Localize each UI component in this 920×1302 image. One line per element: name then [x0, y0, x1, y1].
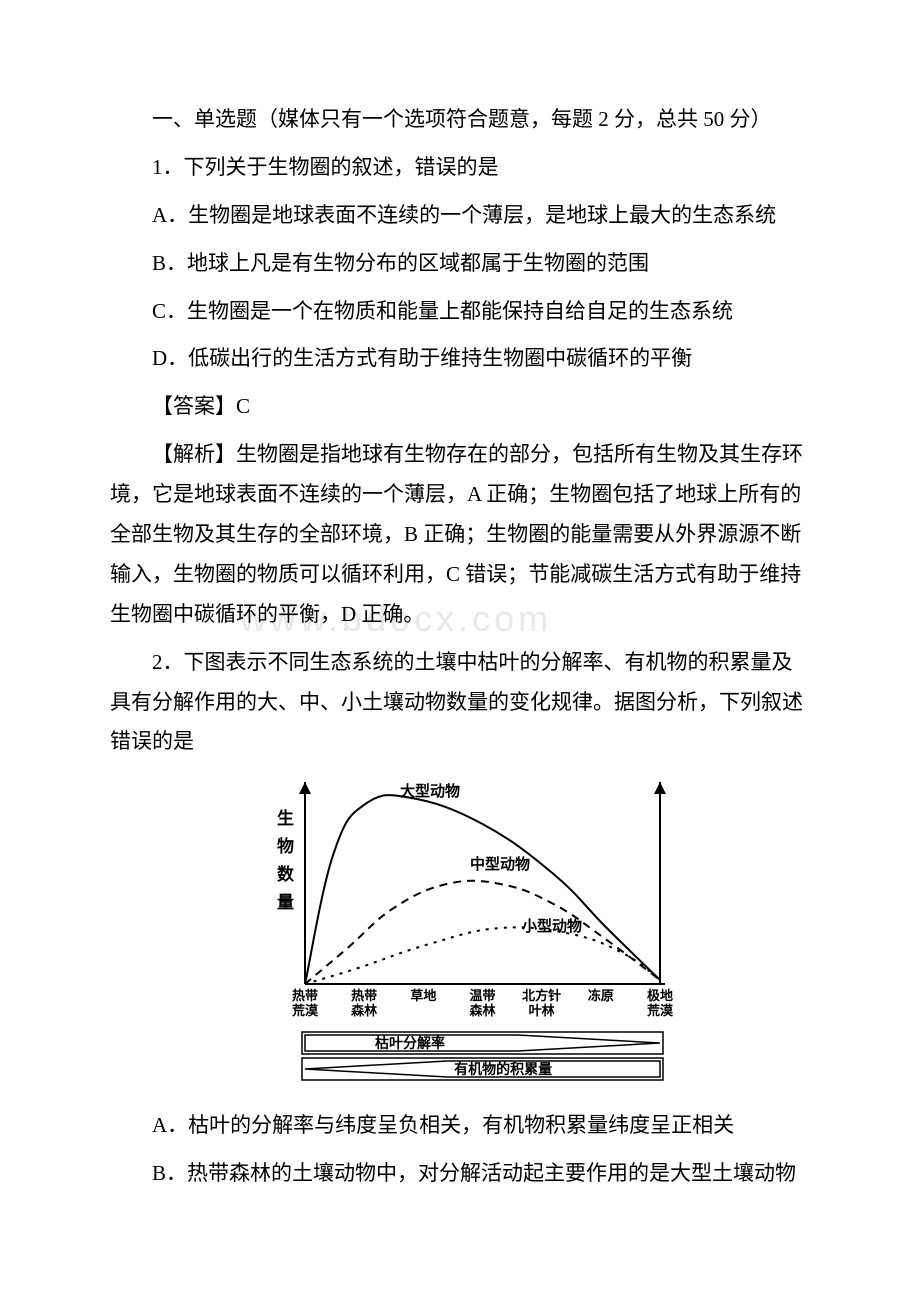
svg-text:北方针: 北方针 [522, 988, 561, 1003]
section-heading: 一、单选题（媒体只有一个选项符合题意，每题 2 分，总共 50 分） [110, 100, 810, 140]
svg-text:有机物的积累量: 有机物的积累量 [454, 1061, 552, 1078]
svg-text:热带: 热带 [351, 988, 377, 1003]
svg-text:叶林: 叶林 [529, 1003, 555, 1018]
q2-chart: 生物数量大型动物中型动物小型动物热带荒漠热带森林草地温带森林北方针叶林冻原极地荒… [250, 774, 810, 1094]
svg-text:小型动物: 小型动物 [522, 917, 582, 935]
svg-text:中型动物: 中型动物 [470, 855, 530, 873]
svg-text:荒漠: 荒漠 [646, 1003, 674, 1018]
svg-text:森林: 森林 [469, 1003, 495, 1018]
svg-text:草地: 草地 [410, 988, 436, 1003]
q1-option-d: D．低碳出行的生活方式有助于维持生物圈中碳循环的平衡 [110, 339, 810, 379]
svg-text:荒漠: 荒漠 [291, 1003, 319, 1018]
svg-text:枯叶分解率: 枯叶分解率 [375, 1035, 445, 1052]
svg-text:温带: 温带 [469, 988, 495, 1003]
svg-text:极地: 极地 [647, 988, 673, 1003]
q1-option-c: C．生物圈是一个在物质和能量上都能保持自给自足的生态系统 [110, 292, 810, 332]
q1-option-b: B．地球上凡是有生物分布的区域都属于生物圈的范围 [110, 244, 810, 284]
svg-text:物: 物 [277, 836, 294, 856]
q1-answer: 【答案】C [110, 387, 810, 427]
svg-text:数: 数 [277, 864, 295, 884]
ecosystem-chart-svg: 生物数量大型动物中型动物小型动物热带荒漠热带森林草地温带森林北方针叶林冻原极地荒… [250, 774, 680, 1094]
svg-text:森林: 森林 [351, 1003, 377, 1018]
q2-option-a: A．枯叶的分解率与纬度呈负相关，有机物积累量纬度呈正相关 [110, 1106, 810, 1146]
q1-stem: 1．下列关于生物圈的叙述，错误的是 [110, 148, 810, 188]
q2-option-b: B．热带森林的土壤动物中，对分解活动起主要作用的是大型土壤动物 [110, 1154, 810, 1194]
q2-stem: 2．下图表示不同生态系统的土壤中枯叶的分解率、有机物的积累量及具有分解作用的大、… [110, 643, 810, 763]
q1-analysis: 【解析】生物圈是指地球有生物存在的部分，包括所有生物及其生存环境，它是地球表面不… [110, 435, 810, 634]
svg-text:量: 量 [277, 892, 294, 912]
svg-text:热带: 热带 [292, 988, 318, 1003]
svg-text:冻原: 冻原 [588, 988, 614, 1003]
svg-text:生: 生 [277, 808, 294, 828]
document-body: 一、单选题（媒体只有一个选项符合题意，每题 2 分，总共 50 分） 1．下列关… [110, 100, 810, 1194]
q1-option-a: A．生物圈是地球表面不连续的一个薄层，是地球上最大的生态系统 [110, 196, 810, 236]
svg-text:大型动物: 大型动物 [400, 782, 460, 800]
